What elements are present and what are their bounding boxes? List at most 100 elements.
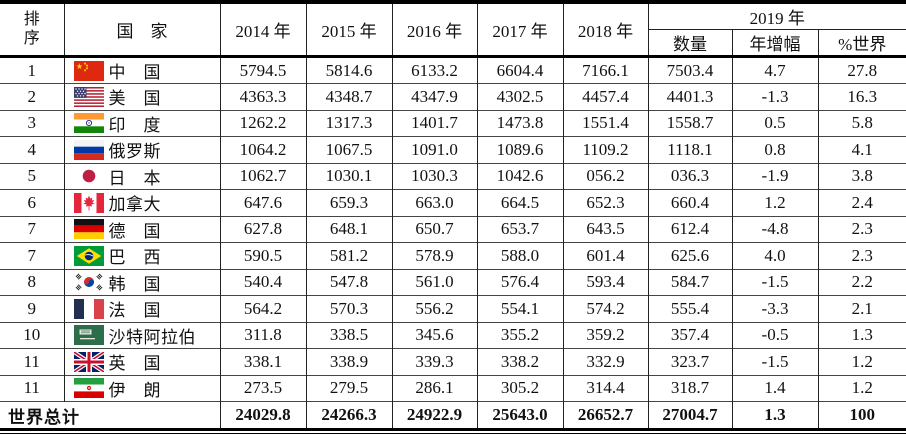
- value-cell: 653.7: [476, 216, 564, 243]
- col-header-rank: 排 序: [0, 2, 65, 57]
- value-cell: 648.1: [305, 216, 393, 243]
- value-cell: 338.9: [305, 348, 393, 375]
- flag-iran-icon: [73, 378, 104, 399]
- total-value-cell: 1.3: [731, 401, 819, 430]
- country-cell: 中 国: [63, 56, 221, 84]
- rank-cell: 2: [0, 83, 65, 110]
- rank-cell: 6: [0, 189, 65, 216]
- value-cell: 4.7: [731, 56, 819, 84]
- value-cell: 7166.1: [562, 56, 649, 84]
- rank-cell: 3: [0, 110, 65, 137]
- country-cell: 俄罗斯: [63, 136, 221, 163]
- value-cell: 323.7: [647, 348, 733, 375]
- value-cell: 4.1: [817, 136, 906, 163]
- table-row: 9 法 国 564.2 570.3 556.2 554.1 574.2 555.4 -3.3 2.…: [0, 295, 906, 322]
- value-cell: 279.5: [305, 375, 393, 402]
- table-row: 7 德 国 627.8 648.1 650.7 653.7 643.5 612.4 -4.8 2.…: [0, 216, 906, 243]
- value-cell: 318.7: [647, 375, 733, 402]
- value-cell: 355.2: [476, 322, 564, 349]
- value-cell: 570.3: [305, 295, 393, 322]
- country-name: 俄罗斯: [108, 142, 161, 162]
- col-header-2016: 2016 年: [391, 2, 478, 57]
- value-cell: 601.4: [562, 242, 649, 269]
- table-header: 排 序 国 家 2014 年 2015 年 2016 年 2017 年 2018…: [0, 2, 906, 57]
- value-cell: 578.9: [391, 242, 478, 269]
- value-cell: 659.3: [305, 189, 393, 216]
- col-header-world-share: %世界: [817, 29, 906, 57]
- table-footer: 世界总计 24029.8 24266.3 24922.9 25643.0 266…: [0, 401, 906, 430]
- country-cell: 加拿大: [63, 189, 221, 216]
- value-cell: 1118.1: [647, 136, 733, 163]
- col-header-2019: 2019 年: [647, 2, 906, 30]
- value-cell: 2.4: [817, 189, 906, 216]
- value-cell: 1401.7: [391, 110, 478, 137]
- value-cell: 612.4: [647, 216, 733, 243]
- value-cell: 5.8: [817, 110, 906, 137]
- col-header-2015: 2015 年: [305, 2, 393, 57]
- country-cell: 日 本: [63, 163, 221, 190]
- value-cell: 1064.2: [219, 136, 307, 163]
- country-cell: 巴 西: [63, 242, 221, 269]
- country-name: 日 本: [108, 168, 161, 188]
- country-name: 法 国: [108, 301, 161, 321]
- value-cell: 2.1: [817, 295, 906, 322]
- value-cell: 1473.8: [476, 110, 564, 137]
- value-cell: 564.2: [219, 295, 307, 322]
- table-row: 10 沙特阿拉伯 311.8 338.5 345.6 355.2 359.2 357.4 -0.…: [0, 322, 906, 349]
- country-name: 美 国: [108, 89, 161, 109]
- value-cell: 4.0: [731, 242, 819, 269]
- world-total-label: 世界总计: [0, 401, 221, 430]
- value-cell: 16.3: [817, 83, 906, 110]
- value-cell: 0.8: [731, 136, 819, 163]
- value-cell: 588.0: [476, 242, 564, 269]
- value-cell: 332.9: [562, 348, 649, 375]
- col-header-quantity: 数量: [648, 29, 733, 57]
- flag-brazil-icon: [73, 245, 104, 266]
- country-name: 德 国: [108, 221, 161, 241]
- table-row: 5 日 本 1062.7 1030.1 1030.3 1042.6 056.2 036.3 -1…: [0, 163, 906, 190]
- col-header-2014: 2014 年: [219, 2, 307, 57]
- country-cell: 法 国: [63, 295, 221, 322]
- total-value-cell: 26652.7: [562, 401, 649, 430]
- country-name: 韩 国: [108, 274, 161, 294]
- value-cell: 357.4: [647, 322, 733, 349]
- total-row: 世界总计 24029.8 24266.3 24922.9 25643.0 266…: [0, 401, 906, 430]
- value-cell: 663.0: [391, 189, 478, 216]
- value-cell: 4302.5: [476, 83, 564, 110]
- rank-cell: 7: [0, 216, 65, 243]
- value-cell: 4401.3: [647, 83, 733, 110]
- value-cell: 1030.1: [305, 163, 393, 190]
- rank-cell: 11: [0, 375, 65, 402]
- value-cell: 2.3: [817, 216, 906, 243]
- value-cell: 664.5: [476, 189, 564, 216]
- flag-south-korea-icon: [73, 272, 104, 293]
- country-name: 中 国: [108, 63, 161, 82]
- value-cell: 1062.7: [219, 163, 307, 190]
- value-cell: 547.8: [305, 269, 393, 296]
- table-row: 2 美 国 4363.3 4348.7 4347.9 4302.5 4457.4 4401.3…: [0, 83, 906, 110]
- rank-cell: 5: [0, 163, 65, 190]
- rank-cell: 4: [0, 136, 65, 163]
- total-value-cell: 100: [817, 401, 906, 430]
- value-cell: 556.2: [391, 295, 478, 322]
- flag-japan-icon: [73, 166, 104, 187]
- value-cell: 1558.7: [647, 110, 733, 137]
- value-cell: 574.2: [562, 295, 649, 322]
- value-cell: 593.4: [562, 269, 649, 296]
- table-row: 8 韩 国 540.4 547.8 561.0 576.4 593.4 584.7 -1.5 2.…: [0, 269, 906, 296]
- country-name: 印 度: [108, 115, 161, 135]
- value-cell: -1.5: [731, 269, 819, 296]
- value-cell: 1551.4: [562, 110, 649, 137]
- value-cell: 554.1: [476, 295, 564, 322]
- value-cell: 625.6: [647, 242, 733, 269]
- value-cell: 4348.7: [305, 83, 393, 110]
- value-cell: 1109.2: [562, 136, 649, 163]
- value-cell: 1.2: [731, 189, 819, 216]
- country-cell: 德 国: [63, 216, 221, 243]
- value-cell: 27.8: [817, 56, 906, 84]
- value-cell: -4.8: [731, 216, 819, 243]
- country-name: 英 国: [108, 354, 161, 374]
- value-cell: 576.4: [476, 269, 564, 296]
- country-cell: 美 国: [63, 83, 221, 110]
- value-cell: 652.3: [562, 189, 649, 216]
